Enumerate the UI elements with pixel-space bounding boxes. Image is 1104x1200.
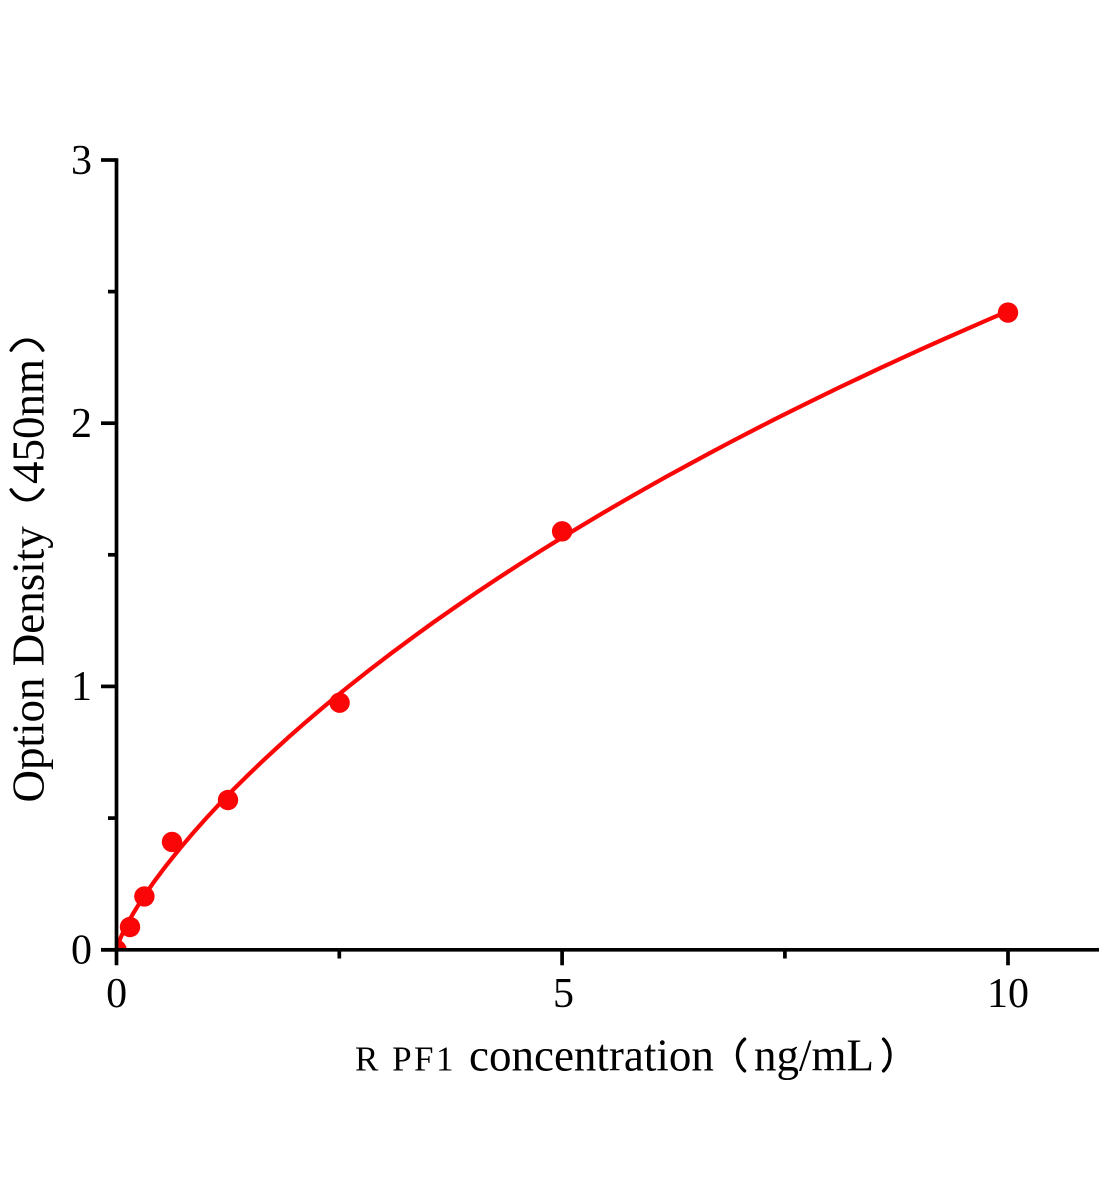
svg-text:ng/mL: ng/mL (754, 1031, 874, 1081)
svg-text:Option Density: Option Density (4, 526, 54, 803)
svg-text:5: 5 (553, 971, 574, 1017)
svg-text:concentration: concentration (469, 1031, 714, 1081)
svg-text:3: 3 (71, 138, 92, 184)
svg-text:0: 0 (106, 971, 127, 1017)
svg-text:2: 2 (71, 401, 92, 447)
svg-text:R PF1: R PF1 (355, 1040, 456, 1079)
svg-text:10: 10 (987, 971, 1029, 1017)
svg-text:0: 0 (71, 927, 92, 973)
svg-text:1: 1 (71, 664, 92, 710)
svg-text:450nm: 450nm (4, 359, 54, 484)
